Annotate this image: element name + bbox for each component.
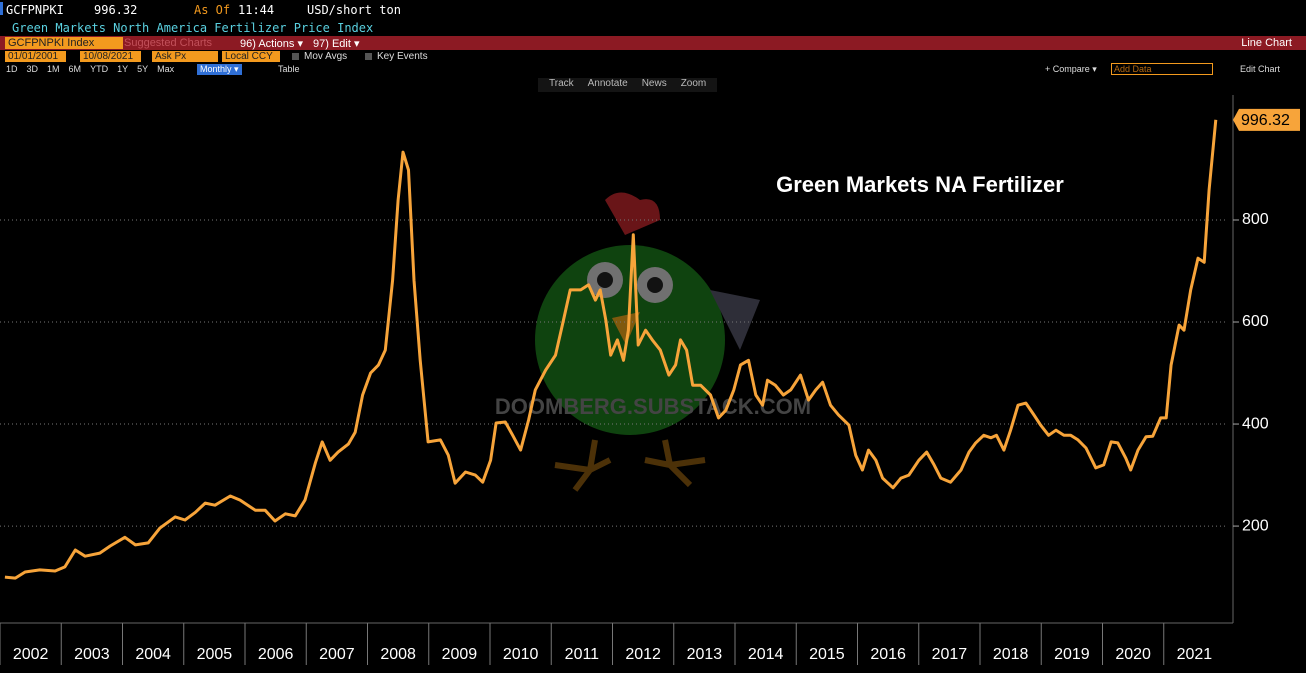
x-tick-label: 2010 xyxy=(503,646,539,663)
logo-comb xyxy=(605,192,660,235)
settings-bar: 01/01/2001 10/08/2021 Ask Px Local CCY M… xyxy=(0,51,1306,63)
actions-menu[interactable]: 96) Actions ▾ xyxy=(240,38,303,50)
logo-body xyxy=(535,245,725,435)
x-tick-label: 2019 xyxy=(1054,646,1090,663)
last-value-box xyxy=(1233,108,1300,131)
checkbox[interactable] xyxy=(365,53,372,60)
x-tick-label: 2002 xyxy=(13,646,49,663)
watermark-logo xyxy=(535,192,760,492)
periods: 1D 3D 1M 6M YTD 1Y 5Y Max xyxy=(6,64,183,74)
x-tick-label: 2009 xyxy=(442,646,478,663)
x-tick-label: 2006 xyxy=(258,646,294,663)
y-tick-label: 400 xyxy=(1242,415,1269,432)
price-line xyxy=(4,119,1218,580)
logo-wing xyxy=(710,290,760,350)
x-tick-label: 2005 xyxy=(197,646,233,663)
checkbox[interactable] xyxy=(292,53,299,60)
security[interactable]: GCFPNPKI Index xyxy=(5,37,123,49)
last-value-label: 996.32 xyxy=(1241,112,1290,129)
suggested-charts[interactable]: Suggested Charts xyxy=(124,37,213,49)
period-button[interactable]: 3D xyxy=(26,64,39,74)
add-data[interactable]: Add Data xyxy=(1111,63,1213,75)
menu-bar: GCFPNPKI Index Suggested Charts 96) Acti… xyxy=(0,36,1306,50)
table-button[interactable]: Table xyxy=(278,64,300,74)
field[interactable]: Ask Px xyxy=(152,51,218,62)
y-tick-label: 600 xyxy=(1242,313,1269,330)
currency[interactable]: Local CCY xyxy=(222,51,280,62)
logo-beak xyxy=(612,312,640,345)
ticker: GCFPNPKI xyxy=(6,3,64,17)
period-button[interactable]: 1D xyxy=(6,64,18,74)
x-tick-label: 2015 xyxy=(809,646,845,663)
end-date[interactable]: 10/08/2021 xyxy=(80,51,141,62)
frequency[interactable]: Monthly ▾ xyxy=(197,64,242,75)
tool-button[interactable]: Track xyxy=(549,78,574,89)
units: USD/short ton xyxy=(307,3,401,17)
tool-button[interactable]: News xyxy=(641,78,667,89)
period-button[interactable]: 1M xyxy=(47,64,60,74)
mov-avgs[interactable]: Mov Avgs xyxy=(304,51,348,62)
edit-chart[interactable]: Edit Chart xyxy=(1240,64,1281,74)
x-tick-label: 2021 xyxy=(1177,646,1213,663)
compare-button[interactable]: + Compare ▾ xyxy=(1045,64,1097,74)
annotation: Green Markets NA Fertilizer xyxy=(776,172,1064,197)
logo-pupil xyxy=(597,272,613,288)
x-tick-label: 2012 xyxy=(625,646,661,663)
x-tick-label: 2008 xyxy=(380,646,416,663)
description: Green Markets North America Fertilizer P… xyxy=(12,21,374,35)
x-tick-label: 2011 xyxy=(565,646,600,663)
x-tick-label: 2003 xyxy=(74,646,110,663)
x-tick-label: 2020 xyxy=(1115,646,1151,663)
period-button[interactable]: YTD xyxy=(90,64,109,74)
marker xyxy=(0,2,3,15)
y-tick-label: 200 xyxy=(1242,517,1269,534)
as-of: As Of xyxy=(194,3,231,17)
logo-feet xyxy=(554,439,706,492)
period-button[interactable]: Max xyxy=(157,64,175,74)
x-tick-label: 2018 xyxy=(993,646,1029,663)
x-tick-label: 2004 xyxy=(135,646,171,663)
x-tick-label: 2017 xyxy=(932,646,968,663)
chart-type: Line Chart xyxy=(1241,37,1292,49)
period-button[interactable]: 5Y xyxy=(137,64,149,74)
key-events[interactable]: Key Events xyxy=(377,51,428,62)
description-bar: Green Markets North America Fertilizer P… xyxy=(0,20,1306,35)
tool-button[interactable]: Zoom xyxy=(680,78,707,89)
logo-pupil xyxy=(647,277,663,293)
start-date[interactable]: 01/01/2001 xyxy=(5,51,66,62)
period-button[interactable]: 6M xyxy=(68,64,82,74)
x-tick-label: 2007 xyxy=(319,646,355,663)
chart-tools: Track Annotate News Zoom xyxy=(538,78,718,92)
x-tick-label: 2016 xyxy=(870,646,906,663)
y-tick-label: 800 xyxy=(1242,211,1269,228)
x-tick-label: 2013 xyxy=(687,646,723,663)
period-button[interactable]: 1Y xyxy=(117,64,129,74)
header-bar: GCFPNPKI 996.32 As Of 11:44 USD/short to… xyxy=(0,0,1306,20)
edit-menu[interactable]: 97) Edit ▾ xyxy=(313,38,360,50)
x-tick-label: 2014 xyxy=(748,646,784,663)
price: 996.32 xyxy=(94,3,138,17)
period-bar: 1D 3D 1M 6M YTD 1Y 5Y Max Monthly ▾ Table + Com… xyxy=(0,63,1306,76)
tool-button[interactable]: Annotate xyxy=(587,78,628,89)
time: 11:44 xyxy=(238,3,275,17)
